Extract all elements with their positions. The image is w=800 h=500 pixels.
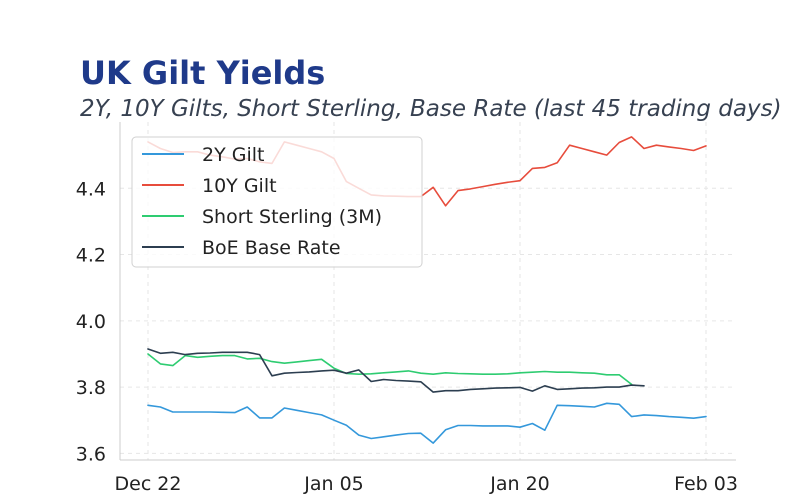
series-line-3 bbox=[147, 348, 645, 393]
y-tick-label-2: 4.0 bbox=[76, 311, 106, 333]
axes bbox=[119, 122, 736, 461]
y-tick-label-3: 4.2 bbox=[76, 245, 106, 267]
legend: 2Y Gilt 10Y Gilt Short Sterling (3M) BoE Ba… bbox=[131, 136, 423, 268]
x-tick-label-2: Jan 20 bbox=[489, 473, 550, 495]
legend-label-3: BoE Base Rate bbox=[202, 237, 341, 259]
grid bbox=[120, 122, 736, 460]
legend-label-2: Short Sterling (3M) bbox=[202, 206, 382, 228]
legend-label-1: 10Y Gilt bbox=[202, 175, 277, 197]
x-tick-label-1: Jan 05 bbox=[303, 473, 364, 495]
x-tick-label-0: Dec 22 bbox=[115, 473, 182, 495]
y-tick-label-1: 3.8 bbox=[76, 377, 106, 399]
legend-box bbox=[131, 136, 423, 268]
series-line-2 bbox=[147, 353, 633, 386]
y-tick-label-4: 4.4 bbox=[76, 178, 106, 200]
y-tick-label-0: 3.6 bbox=[76, 443, 106, 465]
series-line-0 bbox=[147, 402, 707, 444]
tick-labels: 3.6 3.8 4.0 4.2 4.4 Dec 22 Jan 05 Jan 20 Feb 03 bbox=[76, 178, 738, 495]
chart-subtitle: 2Y, 10Y Gilts, Short Sterling, Base Rate… bbox=[80, 96, 782, 122]
x-tick-label-3: Feb 03 bbox=[674, 473, 738, 495]
chart-title: UK Gilt Yields bbox=[80, 54, 326, 92]
legend-label-0: 2Y Gilt bbox=[202, 144, 264, 166]
